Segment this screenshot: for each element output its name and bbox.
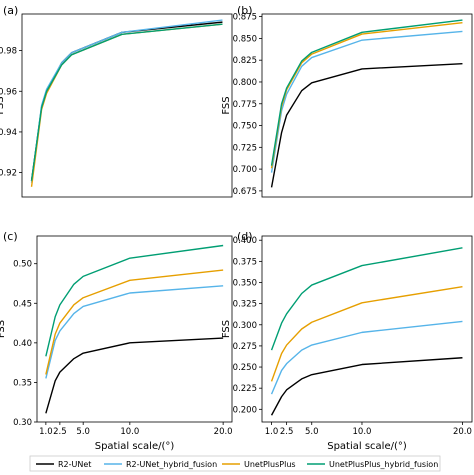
y-tick-label: 0.30 bbox=[13, 418, 32, 428]
series-line-unetplusplus-hybrid-fusion bbox=[45, 244, 224, 357]
x-tick-label: 5.0 bbox=[305, 427, 319, 437]
series-line-r2-unet bbox=[30, 21, 223, 181]
y-tick-label: 0.96 bbox=[0, 87, 17, 97]
y-tick-label: 0.225 bbox=[233, 384, 257, 394]
x-tick-label: 20.0 bbox=[214, 427, 233, 437]
y-tick-label: 0.350 bbox=[233, 279, 257, 289]
y-axis-label: FSS bbox=[0, 96, 6, 114]
y-tick-label: 0.375 bbox=[233, 257, 257, 267]
y-tick-label: 0.40 bbox=[13, 339, 32, 349]
series-line-unetplusplus-hybrid-fusion bbox=[270, 19, 463, 166]
x-tick-label: 10.0 bbox=[353, 427, 372, 437]
axes-frame-b bbox=[261, 13, 473, 198]
y-tick-label: 0.275 bbox=[233, 342, 257, 352]
y-tick-label: 0.300 bbox=[233, 321, 257, 331]
legend: R2-UNet R2-UNet_hybrid_fusion UnetPlusPl… bbox=[29, 455, 441, 472]
x-tick-label: 2.5 bbox=[53, 427, 67, 437]
series-line-unetplusplus-hybrid-fusion bbox=[30, 23, 223, 181]
series-line-r2-unet bbox=[45, 337, 224, 414]
x-tick-label: 1.0 bbox=[39, 427, 53, 437]
axes-frame-d bbox=[261, 235, 473, 423]
series-line-unetplusplus bbox=[270, 286, 463, 382]
series-line-unetplusplus bbox=[270, 22, 463, 169]
x-tick-label: 20.0 bbox=[453, 427, 472, 437]
x-axis-label: Spatial scale/(°) bbox=[327, 441, 407, 452]
legend-label-r2unet-hybrid: R2-UNet_hybrid_fusion bbox=[126, 460, 217, 469]
series-line-r2-unet bbox=[270, 357, 463, 416]
x-axis-label: Spatial scale/(°) bbox=[95, 441, 175, 452]
y-tick-label: 0.800 bbox=[233, 78, 257, 88]
panel-label-a: (a) bbox=[3, 4, 18, 17]
y-tick-label: 0.94 bbox=[0, 128, 17, 138]
axes-frame-a bbox=[21, 13, 233, 198]
x-tick-label: 5.0 bbox=[76, 427, 90, 437]
y-tick-label: 0.98 bbox=[0, 47, 17, 57]
y-tick-label: 0.725 bbox=[233, 143, 257, 153]
y-tick-label: 0.400 bbox=[233, 236, 257, 246]
y-tick-label: 0.675 bbox=[233, 187, 257, 197]
y-tick-label: 0.825 bbox=[233, 56, 257, 66]
y-tick-label: 0.45 bbox=[13, 299, 32, 309]
panel-label-c: (c) bbox=[3, 230, 18, 243]
y-tick-label: 0.50 bbox=[13, 260, 32, 270]
y-tick-label: 0.775 bbox=[233, 100, 257, 110]
panel-c: (c) 0.30 0.35 0.40 0.45 0.50 1.0 2.5 5.0 10.0 20.0… bbox=[0, 230, 233, 452]
y-tick-label: 0.250 bbox=[233, 363, 257, 373]
y-tick-label: 0.850 bbox=[233, 34, 257, 44]
panel-label-d: (d) bbox=[237, 230, 253, 243]
y-tick-label: 0.750 bbox=[233, 122, 257, 132]
legend-label-unetpp-hybrid: UnetPlusPlus_hybrid_fusion bbox=[329, 460, 438, 469]
y-tick-label: 0.35 bbox=[13, 378, 32, 388]
series-line-r2-unet-hybrid-fusion bbox=[270, 320, 463, 395]
y-tick-label: 0.700 bbox=[233, 165, 257, 175]
panel-b: (b) 0.675 0.700 0.725 0.750 0.775 0.800 0.825 0.… bbox=[221, 4, 473, 198]
axes-frame-c bbox=[36, 235, 233, 423]
y-axis-label: FSS bbox=[221, 320, 232, 338]
y-axis-label: FSS bbox=[0, 320, 7, 338]
series-line-unetplusplus-hybrid-fusion bbox=[270, 247, 463, 351]
x-tick-label: 2.5 bbox=[280, 427, 294, 437]
y-tick-label: 0.325 bbox=[233, 300, 257, 310]
y-tick-label: 0.200 bbox=[233, 405, 257, 415]
series-line-unetplusplus bbox=[45, 269, 224, 375]
series-line-r2-unet bbox=[270, 62, 463, 188]
series-line-r2-unet-hybrid-fusion bbox=[270, 30, 463, 173]
series-line-unetplusplus bbox=[30, 23, 223, 187]
series-line-r2-unet-hybrid-fusion bbox=[45, 285, 224, 379]
series-line-r2-unet-hybrid-fusion bbox=[30, 19, 223, 183]
x-tick-label: 1.0 bbox=[265, 427, 279, 437]
legend-label-unetpp: UnetPlusPlus bbox=[244, 460, 296, 469]
panel-a: (a) 0.92 0.94 0.96 0.98 FSS bbox=[0, 4, 233, 198]
y-axis-label: FSS bbox=[221, 96, 232, 114]
x-tick-label: 10.0 bbox=[120, 427, 139, 437]
y-tick-label: 0.875 bbox=[233, 13, 257, 23]
panel-label-b: (b) bbox=[237, 4, 253, 17]
panel-d: (d) 0.200 0.225 0.250 0.275 0.300 0.325 0.350 0.… bbox=[221, 230, 473, 452]
y-tick-label: 0.92 bbox=[0, 169, 17, 179]
legend-label-r2unet: R2-UNet bbox=[58, 460, 91, 469]
